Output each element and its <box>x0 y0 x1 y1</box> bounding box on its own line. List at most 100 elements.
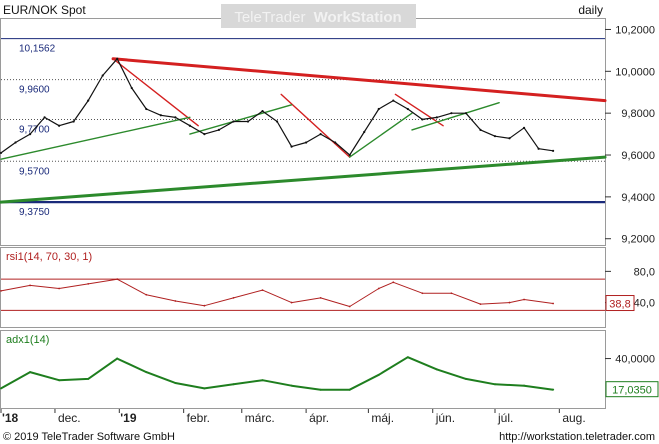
adx-point-0 <box>0 387 2 390</box>
price-y-tick-label-4: 9,4000 <box>621 192 655 204</box>
price-point-1 <box>14 141 17 144</box>
adx-point-7 <box>203 387 206 390</box>
price-y-axis: 10,2000 10,0000 9,8000 9,6000 9,4000 9,2000 <box>605 24 655 246</box>
price-point-27 <box>392 99 395 102</box>
price-point-38 <box>552 149 555 152</box>
trendline-green-5 <box>0 116 191 160</box>
trendline-red-1 <box>112 58 199 127</box>
trendline-green-4 <box>0 155 607 204</box>
source-url[interactable]: http://workstation.teletrader.com <box>499 431 655 443</box>
price-point-12 <box>174 116 177 119</box>
price-point-33 <box>479 128 482 132</box>
adx-point-14 <box>406 356 409 359</box>
x-tick-label-3: febr. <box>187 411 210 425</box>
price-point-15 <box>217 128 221 132</box>
rsi-y-tick-label-1: 40,0 <box>634 298 655 310</box>
price-point-20 <box>290 145 293 148</box>
price-point-23 <box>334 141 337 144</box>
rsi-point-13 <box>377 287 380 290</box>
price-point-28 <box>406 107 409 111</box>
rsi-point-15 <box>421 292 424 295</box>
rsi-point-18 <box>508 301 511 304</box>
chart-title: EUR/NOK Spot <box>3 3 86 17</box>
adx-point-16 <box>464 377 467 380</box>
price-point-21 <box>305 141 308 144</box>
rsi-point-4 <box>116 278 119 281</box>
price-point-11 <box>159 114 162 117</box>
price-point-2 <box>28 132 32 136</box>
trendline-red-3 <box>394 93 444 127</box>
rsi-point-17 <box>479 303 482 306</box>
adx-point-10 <box>290 384 293 387</box>
rsi-point-2 <box>58 287 61 290</box>
trendline-green-7 <box>349 112 413 158</box>
adx-point-5 <box>145 371 148 374</box>
x-tick-label-8: júl. <box>497 411 513 425</box>
rsi-point-11 <box>319 297 322 299</box>
level-label-2: 9,7700 <box>19 124 50 135</box>
price-point-5 <box>72 120 75 123</box>
rsi-last-value-box <box>605 295 635 312</box>
watermark: TeleTrader WorkStation <box>221 4 416 28</box>
rsi-point-14 <box>392 281 395 284</box>
price-point-10 <box>145 107 148 111</box>
price-point-14 <box>203 132 206 136</box>
rsi-point-12 <box>348 305 351 308</box>
adx-point-12 <box>348 388 351 391</box>
watermark-brand: TeleTrader <box>234 9 305 26</box>
price-point-4 <box>58 124 61 127</box>
x-tick-label-6: máj. <box>371 411 394 425</box>
price-point-37 <box>537 147 540 150</box>
adx-point-1 <box>29 371 32 374</box>
price-point-32 <box>464 112 468 115</box>
rsi-panel <box>0 247 606 328</box>
watermark-product: WorkStation <box>314 9 402 26</box>
x-tick-label-2: '19 <box>120 411 137 425</box>
price-point-25 <box>363 130 366 134</box>
price-point-7 <box>101 74 104 77</box>
price-point-8 <box>116 57 119 60</box>
interval-label: daily <box>578 3 603 17</box>
adx-last-value-box <box>605 381 659 398</box>
price-point-0 <box>0 151 3 155</box>
trendline-green-8 <box>411 102 500 131</box>
price-point-30 <box>435 116 438 119</box>
rsi-point-1 <box>29 284 31 287</box>
adx-label: adx1(14) <box>6 334 49 346</box>
price-point-36 <box>522 126 526 129</box>
adx-y-tick-label-0: 40,0000 <box>615 354 655 366</box>
adx-point-9 <box>261 379 264 382</box>
x-tick-label-0: '18 <box>2 411 19 425</box>
rsi-point-3 <box>87 282 90 285</box>
level-lines: 10,1562 9,9600 9,7700 9,5700 9,3750 <box>1 38 605 218</box>
price-point-6 <box>87 99 90 102</box>
price-point-13 <box>188 124 191 127</box>
x-tick-label-4: márc. <box>245 411 275 425</box>
adx-series: 40,0000 17,0350 <box>0 354 659 398</box>
rsi-point-20 <box>552 302 555 305</box>
trendline-red-2 <box>280 93 351 158</box>
price-point-24 <box>348 153 351 157</box>
adx-point-4 <box>116 357 119 360</box>
adx-point-17 <box>493 383 496 386</box>
level-label-3: 9,5700 <box>19 166 50 177</box>
price-point-34 <box>493 135 497 138</box>
copyright-text: © 2019 TeleTrader Software GmbH <box>3 431 175 443</box>
price-y-tick-label-3: 9,6000 <box>621 150 655 162</box>
trendline-green-6 <box>189 104 293 135</box>
price-point-16 <box>232 120 235 123</box>
rsi-label: rsi1(14, 70, 30, 1) <box>6 251 92 263</box>
price-series <box>0 57 555 157</box>
svg-text:TeleTrader WorkStation: TeleTrader WorkStation <box>234 9 401 26</box>
adx-point-8 <box>232 383 235 386</box>
adx-point-18 <box>523 384 526 387</box>
rsi-point-10 <box>290 301 293 304</box>
rsi-point-19 <box>523 298 525 301</box>
level-label-4: 9,3750 <box>19 207 50 218</box>
price-y-tick-label-0: 10,2000 <box>615 24 655 36</box>
x-tick-label-9: aug. <box>562 411 585 425</box>
rsi-point-0 <box>0 289 2 292</box>
rsi-point-5 <box>145 293 148 296</box>
x-tick-label-5: ápr. <box>309 411 329 425</box>
